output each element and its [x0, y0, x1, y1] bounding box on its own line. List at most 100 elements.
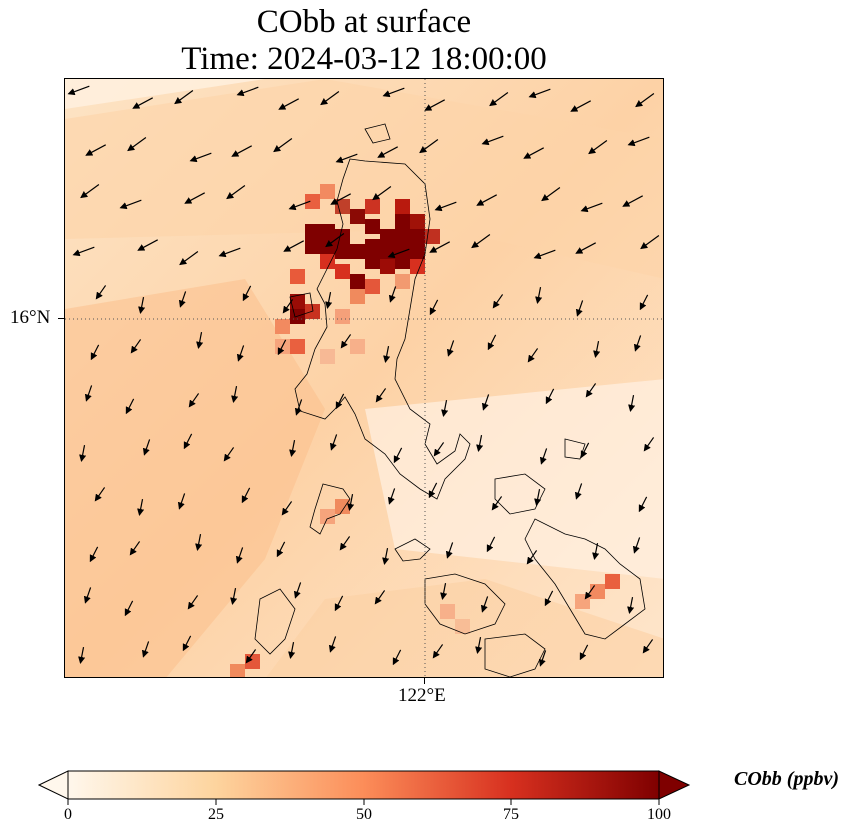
concentration-cell: [365, 239, 380, 254]
wind-arrow: [174, 90, 194, 105]
concentration-cell: [365, 279, 380, 294]
coastline: [494, 473, 546, 515]
concentration-cell: [380, 259, 395, 274]
wind-arrow: [124, 600, 134, 617]
wind-arrow: [187, 595, 199, 610]
wind-arrow: [119, 199, 142, 210]
wind-arrow: [335, 153, 358, 164]
wind-arrow: [627, 136, 650, 147]
wind-arrow: [189, 152, 212, 163]
wind-arrow: [441, 400, 449, 418]
coastline: [424, 573, 506, 635]
wind-arrow: [277, 339, 287, 356]
wind-arrow: [593, 341, 601, 359]
concentration-cell: [320, 224, 335, 239]
wind-arrow: [67, 85, 90, 96]
wind-arrow: [141, 641, 150, 658]
wind-arrow: [293, 582, 302, 599]
concentration-cell: [335, 229, 350, 244]
wind-arrow: [137, 239, 158, 251]
wind-arrow: [182, 635, 192, 652]
wind-arrow: [339, 536, 351, 551]
wind-arrow: [574, 483, 583, 500]
wind-arrow: [489, 92, 509, 107]
wind-arrow: [446, 340, 455, 357]
wind-arrow: [533, 249, 556, 260]
colorbar-tick-25: 25: [208, 806, 224, 823]
wind-arrow: [184, 192, 205, 204]
coastline: [484, 633, 546, 677]
concentration-cell: [350, 209, 365, 224]
coastline: [564, 438, 586, 460]
wind-arrow: [445, 542, 454, 559]
wind-arrow: [388, 286, 397, 303]
concentration-cell: [350, 339, 365, 354]
wind-arrow: [196, 332, 204, 350]
wind-arrow: [527, 348, 539, 363]
concentration-cell: [410, 244, 425, 259]
wind-arrow: [382, 87, 405, 98]
wind-arrow: [328, 636, 337, 653]
wind-arrow: [372, 186, 392, 201]
concentration-cell: [605, 574, 620, 589]
concentration-cell: [320, 349, 335, 364]
concentration-cell: [305, 224, 320, 239]
concentration-cell: [380, 229, 395, 244]
wind-arrow: [440, 583, 448, 601]
wind-arrow: [278, 98, 299, 110]
concentration-field: [65, 79, 663, 677]
wind-arrow: [377, 146, 398, 158]
wind-arrow: [486, 536, 496, 553]
concentration-cell: [395, 274, 410, 289]
wind-arrow: [84, 385, 93, 402]
wind-arrow: [419, 139, 439, 154]
wind-arrow: [94, 487, 106, 502]
wind-arrow: [480, 596, 489, 613]
wind-arrow: [374, 590, 386, 605]
wind-arrow: [226, 185, 246, 200]
concentration-cell: [320, 184, 335, 199]
wind-vector-layer: [67, 85, 660, 667]
map-plot-area: [64, 78, 664, 678]
wind-arrow: [387, 248, 410, 259]
wind-arrow: [137, 499, 145, 517]
wind-arrow: [475, 637, 483, 655]
map-subtitle-time: Time: 2024-03-12 18:00:00: [181, 41, 547, 77]
wind-arrow: [294, 399, 303, 416]
wind-arrow: [538, 650, 547, 667]
wind-arrow: [235, 547, 244, 564]
concentration-cell: [230, 664, 245, 677]
wind-arrow: [188, 393, 200, 408]
wind-arrow: [544, 590, 554, 607]
concentration-cell: [365, 199, 380, 214]
wind-arrow: [335, 393, 345, 410]
coastline-layer: [254, 123, 646, 677]
gridline-layer: [65, 79, 663, 677]
wind-arrow: [288, 200, 311, 211]
wind-arrow: [476, 194, 497, 206]
wind-arrow: [288, 642, 296, 660]
plume-band: [65, 79, 663, 279]
wind-arrow: [580, 202, 603, 213]
wind-arrow: [428, 482, 438, 499]
colorbar-extend-low: [37, 770, 69, 800]
colorbar-units-label: CObb (ppbv): [734, 768, 839, 790]
wind-arrow: [491, 496, 503, 511]
wind-arrow: [526, 550, 538, 565]
concentration-cell: [410, 214, 425, 229]
concentration-cell: [335, 309, 350, 324]
wind-arrow: [433, 442, 445, 457]
wind-arrow: [242, 285, 252, 302]
wind-arrow: [487, 334, 497, 351]
wind-arrow: [325, 233, 345, 248]
map-canvas: [65, 79, 663, 677]
wind-arrow: [535, 287, 543, 305]
wind-arrow: [72, 246, 95, 257]
wind-arrow: [632, 537, 641, 554]
wind-arrow: [125, 398, 135, 415]
wind-arrow: [218, 247, 241, 258]
wind-arrow: [347, 494, 355, 512]
concentration-cell: [425, 229, 440, 244]
concentration-cell: [395, 224, 410, 239]
colorbar-gradient: [67, 770, 660, 800]
